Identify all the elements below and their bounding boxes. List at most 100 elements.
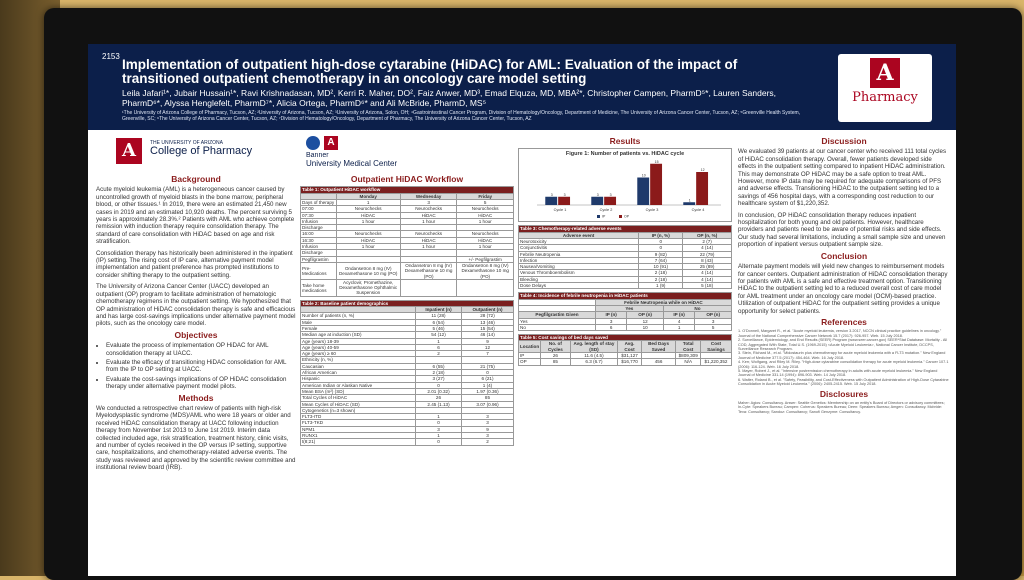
uofa-line2: College of Pharmacy — [150, 145, 253, 157]
banner-line2: University Medical Center — [306, 159, 398, 168]
table-cell: 25 (89) — [682, 263, 732, 271]
table-cell: HiDAC — [335, 236, 401, 245]
table-header-cell: Avg. Cost — [617, 340, 642, 354]
table-cell: 4 (14) — [682, 244, 732, 252]
table-cell: 21 (75) — [460, 362, 515, 371]
chart-bar — [604, 197, 617, 206]
objective-item: Evaluate the cost-savings implications o… — [106, 376, 296, 391]
table-row: Dose Delays 1 (9) 5 (18) — [517, 282, 732, 290]
table-cell: $31,127 — [617, 352, 642, 360]
table-super-row: Febrile Neutropenia while on HiDAC — [518, 298, 733, 306]
chart-title: Figure 1: Number of patients vs. HiDAC c… — [565, 151, 685, 158]
column-4: Discussion We evaluated 39 patients at o… — [738, 134, 950, 414]
results-chart: Figure 1: Number of patients vs. HiDAC c… — [518, 148, 732, 223]
table-cell: Dose Delays — [517, 282, 640, 290]
table-header-cell: Bed Days Saved — [640, 340, 677, 354]
table-cell: +/- Pegfilgrastim — [456, 255, 514, 263]
adverse-events-table: Table 3: Chemotherapy-related adverse ev… — [517, 225, 732, 290]
table-cell: 9 (82) — [638, 250, 684, 258]
table-caption: Table 5: Cost savings of bed days saved — [518, 334, 732, 342]
table-row: NPM1 3 9 — [300, 425, 515, 434]
banner-logo: A Banner University Medical Center — [300, 134, 514, 172]
table-cell: OP — [517, 358, 542, 366]
table-cell: 4 — [662, 317, 696, 325]
table-row: Pegfilgrastim +/- Pegfilgrastim — [300, 255, 514, 263]
chart-data-label: 3 — [551, 193, 553, 197]
table-cell: 1 hour — [335, 243, 401, 251]
table-row: African American 2 (18) 0 — [300, 368, 515, 377]
table-row: Mean BSA (m²) (SD) 2.01 (0.32) 1.97 (0.36) — [300, 387, 515, 396]
table-cell: HiDAC — [456, 211, 514, 219]
poster-authors: Leila Jafari¹*, Jubair Hussain¹*, Ravi K… — [122, 88, 777, 108]
table-header-row: Adverse event IP (n, %) OP (n, %) — [517, 231, 732, 240]
table-row: Male 6 (54) 13 (46) — [300, 318, 515, 326]
table-row: Pre-Medications Ondansetron 8 mg (IV) Dex… — [300, 261, 514, 280]
table-cell: 12 — [460, 343, 515, 352]
table-cell: Days of therapy — [300, 198, 337, 207]
table-cell: 6 — [594, 323, 628, 332]
table-cell: 5 — [694, 323, 732, 332]
table-cell: 3 — [460, 431, 515, 440]
table-header-cell: IP (n) — [662, 311, 696, 319]
table-cell: HiDAC — [456, 236, 514, 245]
table-cell: 3 — [460, 413, 515, 421]
methods-p1: We conducted a retrospective chart revie… — [96, 404, 296, 472]
table-caption: Table 2: Baseline patient demographics — [300, 299, 514, 308]
table-cell: 2 (7) — [682, 237, 732, 246]
workflow-table: Table 1: Outpatient HiDAC workflow Monday… — [300, 186, 514, 297]
cost-savings-table: Table 5: Cost savings of bed days saved L… — [517, 334, 733, 366]
references-list: 1. O'Donnell, Margaret R., et al. "Acute… — [738, 329, 950, 386]
table-row: Age (years) 40-59 6 12 — [300, 343, 515, 352]
reference-item: 2. Surveillance, Epidemiology, and End R… — [738, 338, 948, 351]
table-cell: 2 (18) — [638, 269, 684, 277]
chart-bar — [683, 202, 696, 206]
table-cell: 1 — [662, 323, 696, 332]
legend-swatch — [619, 215, 622, 219]
table-caption-row: Table 2: Baseline patient demographics — [300, 299, 514, 308]
table-cell: 1 hour — [456, 217, 514, 226]
table-cell: Neurochecks — [456, 205, 514, 213]
table-row: Take home medications Acyclovir, Prometha… — [300, 278, 514, 297]
table-header-row: Inpatient (n) Outpatient (n) — [300, 306, 515, 314]
table-cell — [699, 352, 733, 360]
table-cell: 15 (54) — [460, 324, 515, 333]
banner-icon — [306, 136, 320, 150]
table-cell: Take home medications — [300, 278, 337, 297]
poster-screen: 2153 Implementation of outpatient high-d… — [88, 44, 956, 576]
table-row: OP 85 6.3 (6.7) $16,770 456 N/A $1,220,352 — [517, 358, 733, 366]
reference-item: 5. Mayer, Robert J., et al. "Intensive p… — [738, 369, 938, 378]
column-3: Results Figure 1: Number of patients vs.… — [517, 134, 733, 369]
table-cell: $1,220,352 — [699, 358, 733, 366]
chart-data-label: 15 — [655, 160, 659, 164]
table-cell: 9 — [460, 425, 515, 434]
table-cell — [399, 278, 458, 297]
objective-item: Evaluate the efficacy of transitioning H… — [106, 359, 296, 374]
table-header-row: Pegfilgrastim Given IP (n) OP (n) IP (n) OP … — [518, 311, 732, 319]
table-super-row: Yes No — [518, 304, 733, 313]
table-cell: 6 (21) — [460, 375, 515, 383]
table-cell: 1.97 (0.36) — [460, 387, 515, 396]
poster-title: Implementation of outpatient high-dose c… — [122, 57, 738, 86]
chart-data-label: 10 — [642, 174, 646, 178]
poster-affiliations: ¹The University of Arizona College of Ph… — [122, 110, 801, 122]
table-row: Febrile Neutropenia 9 (82) 22 (79) — [517, 250, 732, 258]
uofa-line1: THE UNIVERSITY OF ARIZONA — [150, 140, 223, 146]
chart-data-label: 3 — [610, 193, 612, 197]
table-cell: 85 — [540, 358, 571, 366]
table-cell: 10 (91) — [638, 263, 684, 271]
table-row: Venous Thromboembolism 2 (18) 4 (14) — [517, 269, 732, 277]
table-cell: Ondansetron 8 mg (IV) Dexamethasone 10 m… — [456, 261, 514, 280]
objective-item: Evaluate the process of implementation O… — [106, 342, 296, 357]
table-cell: Venous Thromboembolism — [517, 269, 640, 277]
table-row: IP 26 11.6 (4.5) $31,127 $809,309 — [517, 352, 733, 360]
table-cell: 1 — [335, 198, 401, 207]
table-cell: 46 (14) — [460, 331, 515, 339]
conclusion-heading: Conclusion — [820, 250, 868, 261]
chart-bar — [545, 197, 558, 206]
chart-svg: 3 3 Cycle 1 3 3 Cycle 2 10 15 Cycle 3 1 12 Cycle 4 I… — [537, 160, 721, 219]
reference-item: 6. Walter, Roland B., et al. "Safety, Fe… — [738, 377, 949, 387]
table-cell: 4 (14) — [682, 269, 732, 277]
table-cell: 6.3 (6.7) — [569, 358, 619, 366]
table-header-cell: IP (n, %) — [638, 231, 684, 240]
table-cell: 1 hour — [456, 243, 514, 251]
